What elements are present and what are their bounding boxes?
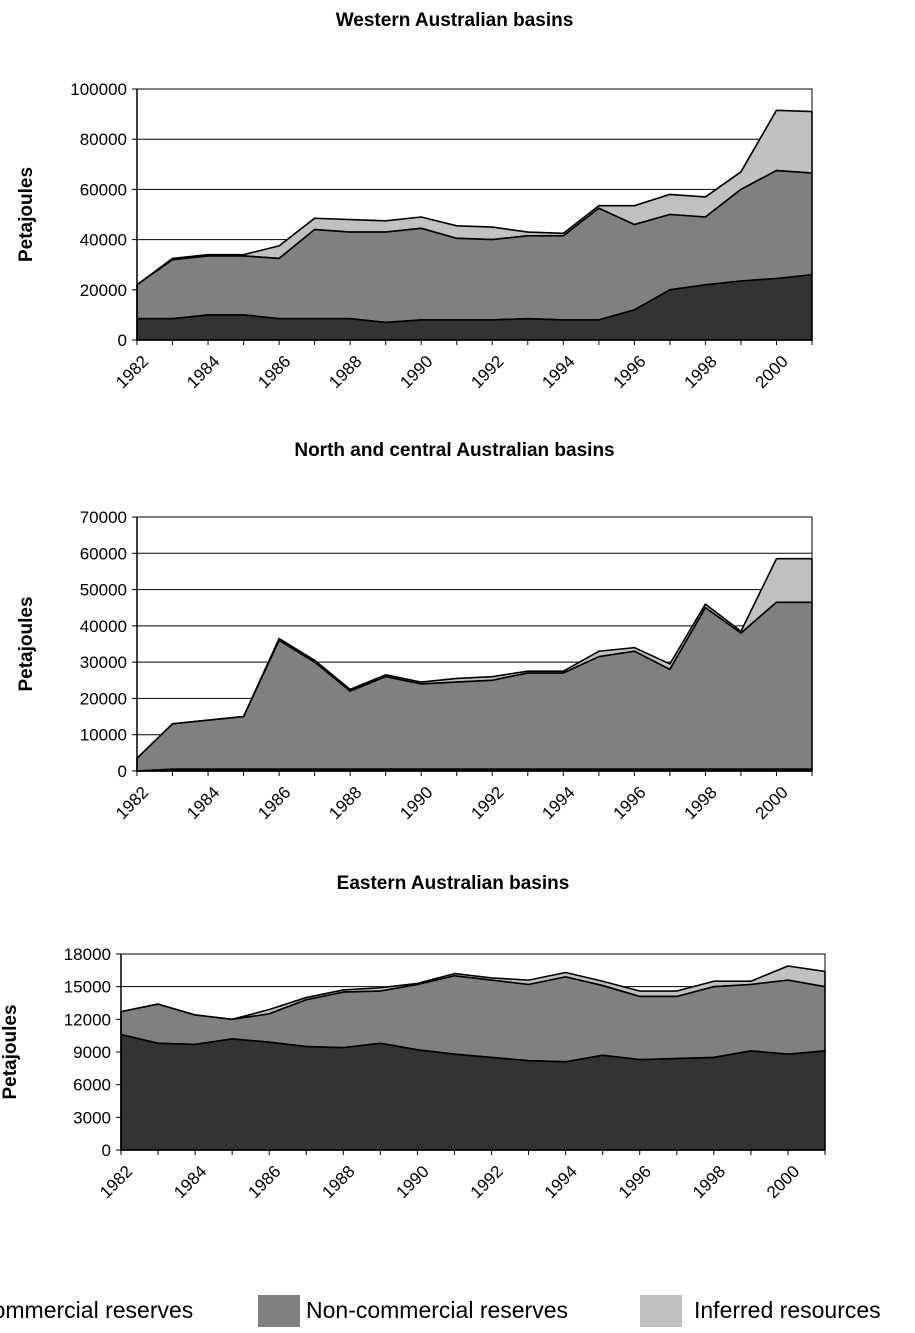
chart-western-australian-basins: Western Australian basins 0 20000 40000 6000… xyxy=(16,10,813,392)
x-tick-label: 2000 xyxy=(752,783,792,823)
chart-north-central-australian-basins: North and central Australian basins 0 1000… xyxy=(16,440,813,823)
legend-swatch-inferred xyxy=(640,1295,682,1327)
x-tick-label: 1990 xyxy=(393,1162,433,1202)
x-tick-label: 1992 xyxy=(467,1162,507,1202)
y-tick-label: 12000 xyxy=(64,1010,111,1029)
x-tick-label: 1982 xyxy=(112,783,152,823)
legend-label-inferred: Inferred resources xyxy=(694,1297,881,1323)
x-tick-label: 1994 xyxy=(538,352,578,392)
chart-eastern-australian-basins: Eastern Australian basins 0 3000 6000 9000 12… xyxy=(0,873,826,1202)
y-tick-label: 10000 xyxy=(80,726,127,745)
y-tick-label: 60000 xyxy=(80,180,127,199)
y-tick-label: 0 xyxy=(102,1141,111,1160)
x-tick-label: 1994 xyxy=(538,783,578,823)
y-tick-label: 100000 xyxy=(70,80,127,99)
x-tick-label: 1982 xyxy=(96,1162,136,1202)
x-tick-label: 1990 xyxy=(396,352,436,392)
y-tick-label: 50000 xyxy=(80,581,127,600)
x-tick-label: 1988 xyxy=(318,1162,358,1202)
x-tick-label: 1998 xyxy=(681,783,721,823)
x-tick-label: 2000 xyxy=(763,1162,803,1202)
y-tick-label: 0 xyxy=(118,331,127,350)
x-tick-label: 1994 xyxy=(541,1162,581,1202)
x-tick-label: 1996 xyxy=(609,352,649,392)
y-tick-label: 20000 xyxy=(80,689,127,708)
x-tick-label: 1986 xyxy=(254,783,294,823)
y-tick-label: 40000 xyxy=(80,231,127,250)
x-tick-label: 1982 xyxy=(112,352,152,392)
legend: Commercial reserves Non-commercial reser… xyxy=(0,1287,915,1333)
y-tick-label: 9000 xyxy=(73,1043,111,1062)
y-tick-label: 30000 xyxy=(80,653,127,672)
x-tick-label: 1988 xyxy=(325,352,365,392)
x-tick-label: 1984 xyxy=(183,783,223,823)
x-tick-label: 1986 xyxy=(244,1162,284,1202)
x-tick-label: 1998 xyxy=(681,352,721,392)
chart-title: Western Australian basins xyxy=(336,10,574,31)
x-tick-label: 1988 xyxy=(325,783,365,823)
y-tick-label: 60000 xyxy=(80,544,127,563)
x-tick-label: 1986 xyxy=(254,352,294,392)
y-tick-label: 70000 xyxy=(80,508,127,527)
legend-label-commercial: Commercial reserves xyxy=(0,1297,194,1323)
x-tick-label: 1998 xyxy=(689,1162,729,1202)
x-tick-label: 1992 xyxy=(467,783,507,823)
chart-title: Eastern Australian basins xyxy=(337,873,570,894)
y-axis-title: Petajoules xyxy=(0,1004,21,1099)
x-tick-label: 1984 xyxy=(183,352,223,392)
x-tick-label: 1996 xyxy=(609,783,649,823)
y-tick-label: 40000 xyxy=(80,617,127,636)
y-tick-label: 20000 xyxy=(80,281,127,300)
legend-label-non-commercial: Non-commercial reserves xyxy=(306,1297,569,1323)
y-tick-label: 18000 xyxy=(64,945,111,964)
x-tick-label: 1984 xyxy=(170,1162,210,1202)
y-tick-label: 80000 xyxy=(80,130,127,149)
x-tick-label: 1996 xyxy=(615,1162,655,1202)
x-tick-label: 2000 xyxy=(752,352,792,392)
y-axis-title: Petajoules xyxy=(16,596,37,691)
y-tick-label: 6000 xyxy=(73,1076,111,1095)
y-tick-label: 0 xyxy=(118,762,127,781)
x-tick-label: 1990 xyxy=(396,783,436,823)
y-axis-title: Petajoules xyxy=(16,167,37,262)
legend-swatch-non-commercial xyxy=(258,1295,300,1327)
y-tick-label: 15000 xyxy=(64,978,111,997)
x-tick-label: 1992 xyxy=(467,352,507,392)
chart-title: North and central Australian basins xyxy=(294,440,614,461)
y-tick-label: 3000 xyxy=(73,1108,111,1127)
